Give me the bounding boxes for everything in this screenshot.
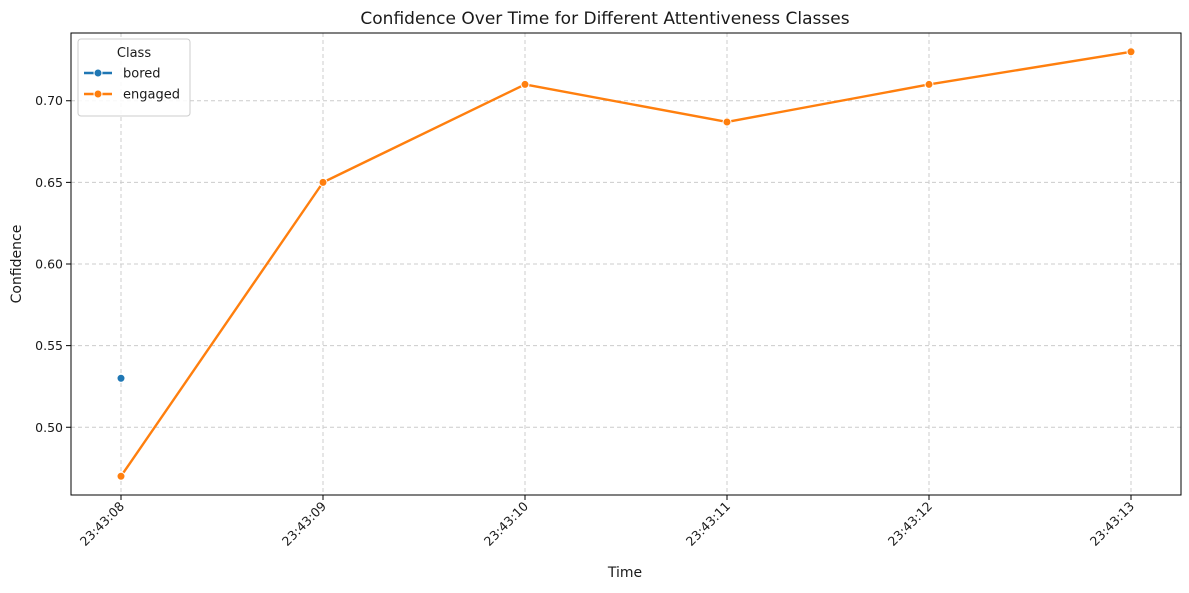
series-bored xyxy=(116,373,126,383)
data-point-engaged xyxy=(722,117,732,127)
data-point-engaged xyxy=(520,79,530,89)
y-tick-label: 0.65 xyxy=(35,175,63,190)
y-axis-label: Confidence xyxy=(9,225,25,304)
data-point-bored xyxy=(116,373,126,383)
x-tick-label: 23:43:10 xyxy=(481,498,531,548)
x-tick-label: 23:43:13 xyxy=(1087,499,1137,549)
legend-label: engaged xyxy=(123,88,180,103)
data-point-engaged xyxy=(318,177,328,187)
legend-label: bored xyxy=(123,67,161,82)
data-point-engaged xyxy=(116,471,126,481)
legend-swatch-marker xyxy=(93,89,103,99)
x-tick-label: 23:43:12 xyxy=(885,499,935,549)
data-point-engaged xyxy=(924,79,934,89)
grid-layer xyxy=(71,33,1181,495)
x-tick-label: 23:43:11 xyxy=(683,499,733,549)
y-tick-label: 0.55 xyxy=(35,338,63,353)
x-tick-label: 23:43:09 xyxy=(279,498,329,548)
legend-item-bored: bored xyxy=(84,67,161,82)
legend-box xyxy=(77,38,191,117)
x-axis-label: Time xyxy=(607,565,642,581)
chart-title: Confidence Over Time for Different Atten… xyxy=(360,9,849,29)
legend: Class bored engaged xyxy=(77,38,191,117)
ticks-layer: 23:43:08 23:43:09 23:43:10 23:43:11 23:43:12… xyxy=(35,93,1137,549)
legend-swatch-marker xyxy=(93,68,103,78)
x-tick-label: 23:43:08 xyxy=(77,498,127,548)
y-tick-label: 0.50 xyxy=(35,420,63,435)
legend-item-engaged: engaged xyxy=(84,88,180,103)
legend-title: Class xyxy=(117,46,151,61)
series-engaged xyxy=(116,47,1136,481)
y-tick-label: 0.70 xyxy=(35,93,63,108)
y-tick-label: 0.60 xyxy=(35,257,63,272)
legend-entries: bored engaged xyxy=(84,67,180,103)
series-line-engaged xyxy=(120,50,1132,477)
data-point-engaged xyxy=(1126,47,1136,57)
series-layer xyxy=(116,47,1136,481)
